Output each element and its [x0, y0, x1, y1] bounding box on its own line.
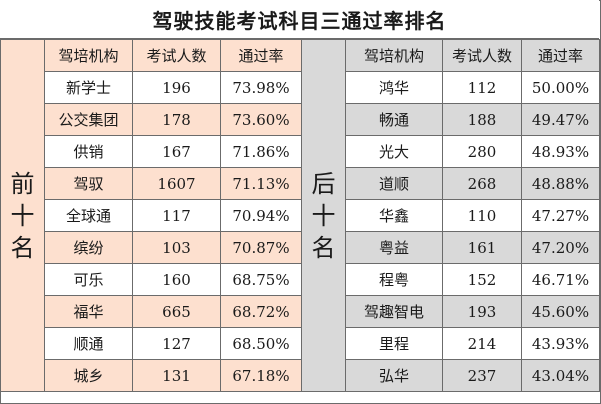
- cell-rate: 49.47%: [521, 103, 600, 136]
- column-header-rate: 通过率: [521, 39, 600, 72]
- table-row: 驾趣智电 193 45.60%: [302, 295, 600, 328]
- table-row: 缤纷 103 70.87%: [1, 231, 302, 264]
- header-row: 后十名驾培机构 考试人数 通过率: [301, 39, 600, 392]
- side-label-char: 名: [10, 233, 35, 262]
- cell-name: 里程: [345, 327, 443, 360]
- cell-name: 供销: [44, 135, 133, 168]
- cell-count: 1607: [132, 167, 221, 200]
- side-label-char: 十: [10, 201, 35, 230]
- column-header-count: 考试人数: [442, 39, 522, 72]
- cell-rate: 68.75%: [220, 263, 302, 296]
- side-label-char: 前: [10, 169, 35, 198]
- cell-name: 弘华: [345, 359, 443, 392]
- cell-count: 127: [132, 327, 221, 360]
- cell-count: 268: [442, 167, 522, 200]
- cell-name: 畅通: [345, 103, 443, 136]
- bottom-ten-table: 后十名驾培机构 考试人数 通过率 鸿华 112 50.00% 畅通 188 49.47% 光大 28…: [301, 39, 600, 392]
- side-label-char: 十: [311, 201, 336, 230]
- table-row: 可乐 160 68.75%: [1, 263, 302, 296]
- cell-count: 237: [442, 359, 522, 392]
- table-row: 粤益 161 47.20%: [302, 231, 600, 264]
- table-row: 道顺 268 48.88%: [302, 167, 600, 200]
- top-ten-label: 前十名: [0, 39, 45, 392]
- table-row: 顺通 127 68.50%: [1, 327, 302, 360]
- cell-name: 鸿华: [345, 71, 443, 104]
- cell-name: 光大: [345, 135, 443, 168]
- table-row: 鸿华 112 50.00%: [302, 71, 600, 104]
- cell-count: 167: [132, 135, 221, 168]
- cell-name: 华鑫: [345, 199, 443, 232]
- cell-rate: 73.98%: [220, 71, 302, 104]
- cell-name: 缤纷: [44, 231, 133, 264]
- table-row: 华鑫 110 47.27%: [302, 199, 600, 232]
- cell-name: 顺通: [44, 327, 133, 360]
- cell-count: 160: [132, 263, 221, 296]
- table-row: 程粤 152 46.71%: [302, 263, 600, 296]
- table-row: 驾驭 1607 71.13%: [1, 167, 302, 200]
- cell-name: 驾趣智电: [345, 295, 443, 328]
- header-row: 前十名驾培机构 考试人数 通过率: [0, 39, 302, 392]
- cell-rate: 43.93%: [521, 327, 600, 360]
- table-row: 供销 167 71.86%: [1, 135, 302, 168]
- cell-name: 驾驭: [44, 167, 133, 200]
- cell-count: 665: [132, 295, 221, 328]
- side-label-char: 后: [311, 169, 336, 198]
- cell-count: 178: [132, 103, 221, 136]
- cell-count: 188: [442, 103, 522, 136]
- table-row: 光大 280 48.93%: [302, 135, 600, 168]
- cell-count: 193: [442, 295, 522, 328]
- cell-rate: 68.50%: [220, 327, 302, 360]
- cell-count: 152: [442, 263, 522, 296]
- cell-name: 城乡: [44, 359, 133, 392]
- cell-name: 粤益: [345, 231, 443, 264]
- cell-count: 280: [442, 135, 522, 168]
- cell-rate: 70.94%: [220, 199, 302, 232]
- table-row: 里程 214 43.93%: [302, 327, 600, 360]
- cell-name: 新学士: [44, 71, 133, 104]
- top-ten-table: 前十名驾培机构 考试人数 通过率 新学士 196 73.98% 公交集团 178 73.60% 供…: [0, 39, 302, 392]
- column-header-rate: 通过率: [220, 39, 302, 72]
- cell-count: 117: [132, 199, 221, 232]
- cell-rate: 71.86%: [220, 135, 302, 168]
- side-label-char: 名: [311, 233, 336, 262]
- cell-name: 公交集团: [44, 103, 133, 136]
- cell-count: 112: [442, 71, 522, 104]
- cell-count: 110: [442, 199, 522, 232]
- cell-rate: 45.60%: [521, 295, 600, 328]
- cell-count: 103: [132, 231, 221, 264]
- table-row: 弘华 237 43.04%: [302, 359, 600, 392]
- table-row: 畅通 188 49.47%: [302, 103, 600, 136]
- page-title: 驾驶技能考试科目三通过率排名: [0, 0, 599, 39]
- cell-name: 可乐: [44, 263, 133, 296]
- table-row: 城乡 131 67.18%: [1, 359, 302, 392]
- cell-rate: 71.13%: [220, 167, 302, 200]
- cell-rate: 68.72%: [220, 295, 302, 328]
- cell-rate: 46.71%: [521, 263, 600, 296]
- cell-name: 道顺: [345, 167, 443, 200]
- table-row: 新学士 196 73.98%: [1, 71, 302, 104]
- cell-rate: 43.04%: [521, 359, 600, 392]
- bottom-ten-label: 后十名: [301, 39, 346, 392]
- table-row: 福华 665 68.72%: [1, 295, 302, 328]
- cell-count: 161: [442, 231, 522, 264]
- cell-count: 214: [442, 327, 522, 360]
- column-header-name: 驾培机构: [44, 39, 133, 72]
- cell-rate: 48.88%: [521, 167, 600, 200]
- cell-rate: 67.18%: [220, 359, 302, 392]
- cell-rate: 47.27%: [521, 199, 600, 232]
- cell-count: 196: [132, 71, 221, 104]
- cell-rate: 47.20%: [521, 231, 600, 264]
- table-row: 公交集团 178 73.60%: [1, 103, 302, 136]
- cell-rate: 50.00%: [521, 71, 600, 104]
- column-header-name: 驾培机构: [345, 39, 443, 72]
- cell-name: 程粤: [345, 263, 443, 296]
- cell-rate: 73.60%: [220, 103, 302, 136]
- table-row: 全球通 117 70.94%: [1, 199, 302, 232]
- cell-count: 131: [132, 359, 221, 392]
- cell-rate: 48.93%: [521, 135, 600, 168]
- cell-name: 福华: [44, 295, 133, 328]
- cell-rate: 70.87%: [220, 231, 302, 264]
- column-header-count: 考试人数: [132, 39, 221, 72]
- cell-name: 全球通: [44, 199, 133, 232]
